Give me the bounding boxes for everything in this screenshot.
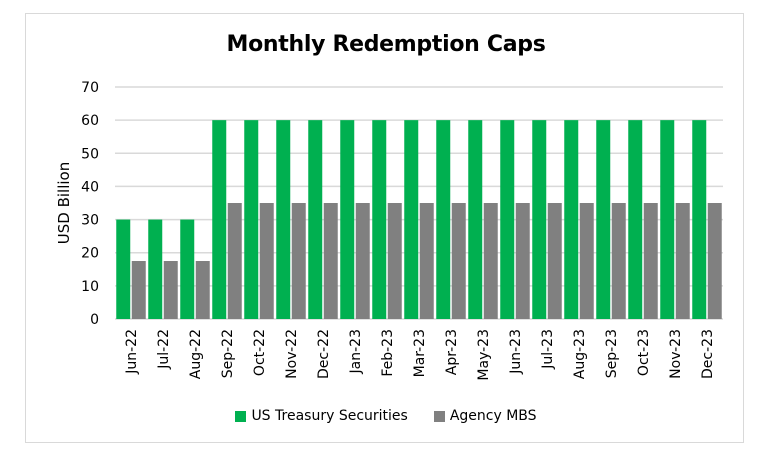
- bar-treasury: [212, 120, 227, 320]
- bars: [116, 120, 722, 320]
- chart-title: Monthly Redemption Caps: [226, 32, 546, 57]
- bar-mbs: [195, 261, 210, 319]
- legend-swatch-treasury: [235, 410, 247, 422]
- bar-mbs: [227, 203, 242, 319]
- x-tick-label: Aug-22: [188, 329, 204, 379]
- bar-treasury: [436, 120, 451, 320]
- y-tick-label: 40: [81, 179, 99, 195]
- legend-item-treasury[interactable]: US Treasury Securities: [235, 408, 408, 424]
- x-tick-label: Sep-23: [604, 329, 620, 378]
- bar-mbs: [259, 203, 274, 319]
- bar-treasury: [500, 120, 515, 320]
- x-tick-label: Aug-23: [572, 329, 588, 379]
- bar-treasury: [596, 120, 611, 320]
- legend-item-mbs[interactable]: Agency MBS: [433, 408, 537, 424]
- x-tick-label: Nov-22: [284, 329, 300, 379]
- bar-treasury: [148, 219, 163, 319]
- y-tick-label: 20: [81, 246, 99, 262]
- bar-mbs: [515, 203, 530, 319]
- y-axis-label: USD Billion: [55, 162, 73, 244]
- bar-treasury: [340, 120, 355, 320]
- x-tick-label: May-23: [476, 329, 492, 381]
- y-tick-label: 60: [81, 113, 99, 129]
- bar-mbs: [579, 203, 594, 319]
- x-tick-label: Mar-23: [412, 329, 428, 377]
- bar-mbs: [483, 203, 498, 319]
- bar-mbs: [291, 203, 306, 319]
- x-tick-label: Dec-23: [700, 329, 716, 379]
- x-tick-label: Jun-23: [508, 329, 524, 375]
- bar-mbs: [387, 203, 402, 319]
- bar-mbs: [707, 203, 722, 319]
- x-tick-labels: Jun-22 Jul-22 Aug-22 Sep-22 Oct-22 Nov-22 Dec-…: [124, 329, 716, 381]
- legend-label-mbs: Agency MBS: [449, 408, 537, 424]
- x-tick-label: Feb-23: [380, 329, 396, 377]
- bar-mbs: [643, 203, 658, 319]
- y-tick-label: 0: [90, 312, 99, 328]
- y-tick-label: 70: [81, 80, 99, 96]
- bar-treasury: [180, 219, 195, 319]
- bar-mbs: [419, 203, 434, 319]
- bar-treasury: [116, 219, 131, 319]
- legend-swatch-mbs: [433, 410, 445, 422]
- bar-treasury: [244, 120, 259, 320]
- x-tick-label: Oct-23: [636, 329, 652, 376]
- x-tick-label: Oct-22: [252, 329, 268, 376]
- bar-mbs: [451, 203, 466, 319]
- bar-mbs: [323, 203, 338, 319]
- y-tick-label: 50: [81, 146, 99, 162]
- bar-treasury: [692, 120, 707, 320]
- bar-treasury: [308, 120, 323, 320]
- bar-treasury: [660, 120, 675, 320]
- bar-treasury: [468, 120, 483, 320]
- bar-mbs: [611, 203, 626, 319]
- bar-mbs: [675, 203, 690, 319]
- x-tick-label: Jun-22: [124, 329, 140, 375]
- x-tick-label: Apr-23: [444, 329, 460, 375]
- bar-mbs: [355, 203, 370, 319]
- bar-treasury: [372, 120, 387, 320]
- y-tick-label: 30: [81, 213, 99, 229]
- x-tick-label: Nov-23: [668, 329, 684, 379]
- bar-treasury: [564, 120, 579, 320]
- y-tick-labels: 0 10 20 30 40 50 60 70: [81, 80, 99, 328]
- bar-mbs: [131, 261, 146, 319]
- x-tick-label: Dec-22: [316, 329, 332, 379]
- bar-treasury: [532, 120, 547, 320]
- x-tick-label: Jul-23: [540, 329, 556, 370]
- bar-mbs: [547, 203, 562, 319]
- legend: US Treasury Securities Agency MBS: [0, 408, 772, 424]
- y-tick-label: 10: [81, 279, 99, 295]
- bar-treasury: [404, 120, 419, 320]
- x-tick-label: Jul-22: [156, 329, 172, 370]
- bar-treasury: [628, 120, 643, 320]
- x-tick-label: Sep-22: [220, 329, 236, 378]
- bar-mbs: [163, 261, 178, 319]
- bar-treasury: [276, 120, 291, 320]
- legend-label-treasury: US Treasury Securities: [251, 408, 408, 424]
- x-tick-label: Jan-23: [348, 329, 364, 374]
